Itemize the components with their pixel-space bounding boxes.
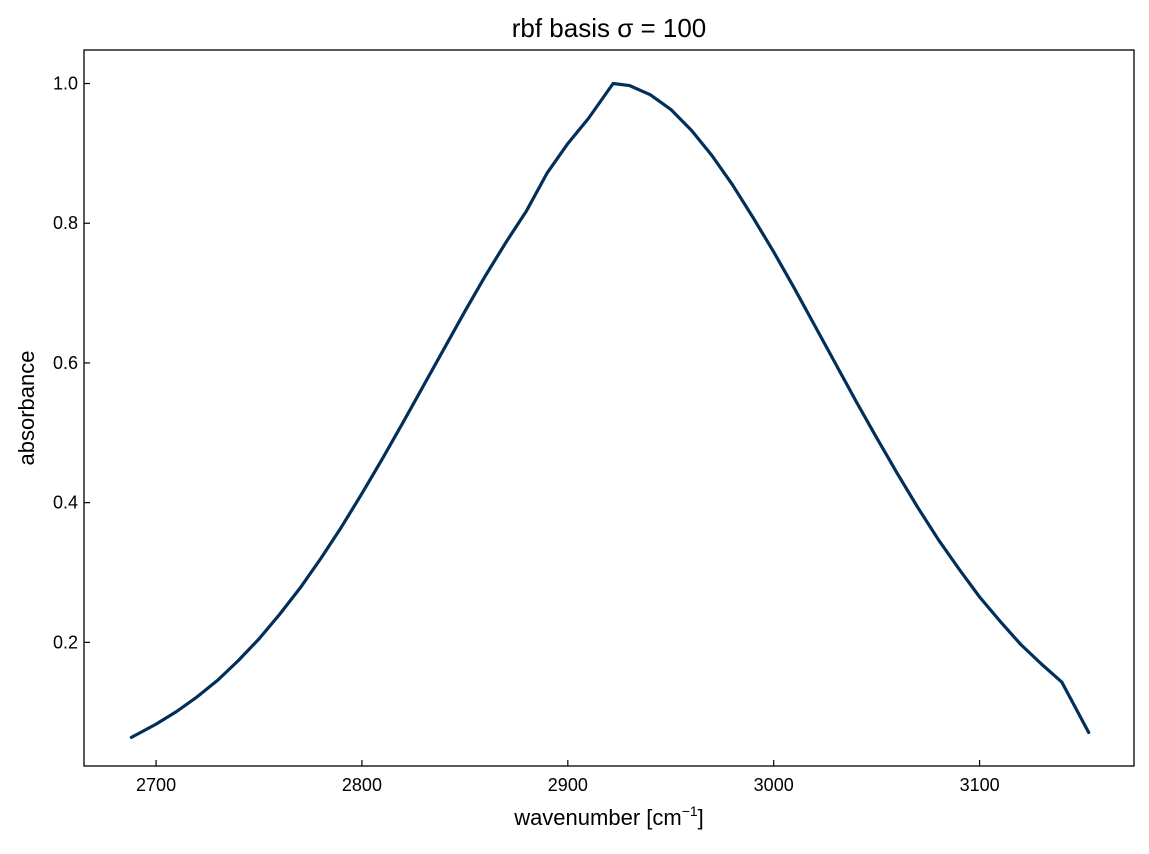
y-axis-label: absorbance [14, 351, 39, 466]
x-axis-label-text: wavenumber [cm [513, 805, 682, 830]
x-tick-label-2700: 2700 [136, 775, 176, 795]
chart-title: rbf basis σ = 100 [512, 13, 707, 43]
x-tick-label-2900: 2900 [548, 775, 588, 795]
x-tick-label-3100: 3100 [960, 775, 1000, 795]
series-line-0 [129, 81, 1091, 740]
plot-frame [83, 49, 1135, 767]
y-tick-label-0.8: 0.8 [53, 213, 78, 233]
x-axis-label-close: ] [698, 805, 704, 830]
x-axis-label: wavenumber [cm−1] [513, 803, 704, 830]
y-tick-label-0.6: 0.6 [53, 353, 78, 373]
x-tick-label-3000: 3000 [754, 775, 794, 795]
ticks-layer: 2700 2800 2900 3000 3100 0.2 0.4 0.6 0.8 1.0 [53, 74, 1000, 795]
series-layer [129, 81, 1091, 740]
y-tick-label-0.4: 0.4 [53, 493, 78, 513]
y-tick-label-1.0: 1.0 [53, 74, 78, 94]
x-tick-label-2800: 2800 [342, 775, 382, 795]
y-tick-label-0.2: 0.2 [53, 632, 78, 652]
x-axis-label-superscript: −1 [682, 803, 698, 819]
